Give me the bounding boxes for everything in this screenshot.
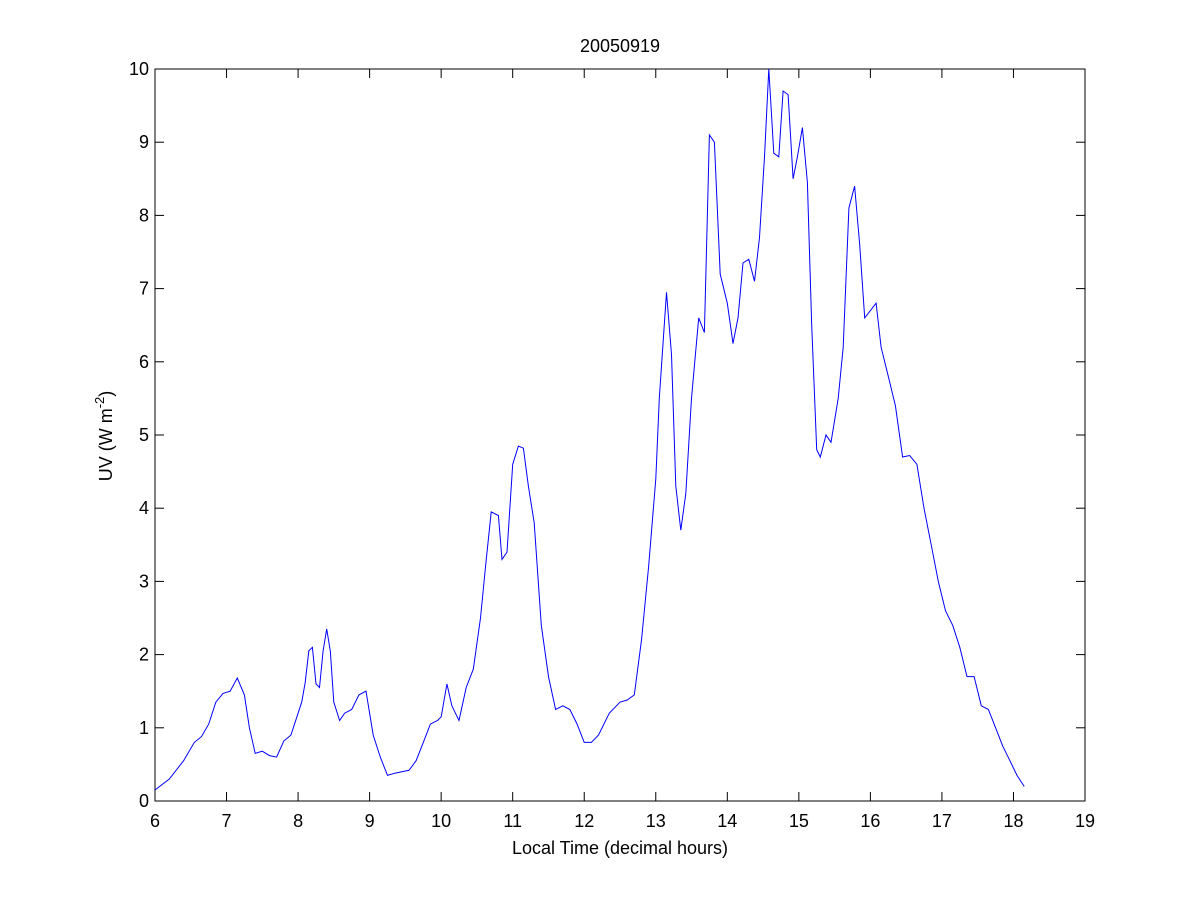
x-tick-label: 17 [932,811,952,831]
x-tick-label: 10 [431,811,451,831]
y-axis-label-superscript: -2 [92,397,107,409]
y-tick-label: 4 [139,498,149,518]
x-tick-label: 8 [293,811,303,831]
y-tick-label: 8 [139,205,149,225]
y-axis-label-main: UV (W m [96,408,116,481]
x-tick-label: 13 [646,811,666,831]
x-tick-labels: 6 7 8 9 10 11 12 13 14 15 16 17 18 19 [150,811,1095,831]
x-tick-label: 12 [574,811,594,831]
x-tick-label: 16 [860,811,880,831]
x-tick-label: 9 [365,811,375,831]
y-tick-labels: 0 1 2 3 4 5 6 7 8 9 10 [129,59,149,811]
chart-title: 20050919 [580,36,660,56]
x-tick-label: 7 [222,811,232,831]
y-tick-label: 3 [139,571,149,591]
axis-ticks [154,68,1086,802]
x-axis-label: Local Time (decimal hours) [512,838,728,858]
uv-series-line [154,68,1025,791]
y-tick-label: 0 [139,791,149,811]
x-tick-label: 14 [717,811,737,831]
y-tick-label: 7 [139,279,149,299]
y-axis-label: UV (W m-2) [92,391,116,482]
x-tick-label: 18 [1003,811,1023,831]
x-tick-label: 6 [150,811,160,831]
y-axis-label-close: ) [96,391,116,397]
y-tick-label: 10 [129,59,149,79]
x-tick-label: 19 [1075,811,1095,831]
y-tick-label: 2 [139,645,149,665]
x-tick-label: 11 [503,811,522,831]
x-tick-label: 15 [789,811,809,831]
y-tick-label: 5 [139,425,149,445]
y-tick-label: 6 [139,352,149,372]
y-tick-label: 1 [139,718,149,738]
plot-area-frame [154,68,1086,802]
y-tick-label: 9 [139,132,149,152]
